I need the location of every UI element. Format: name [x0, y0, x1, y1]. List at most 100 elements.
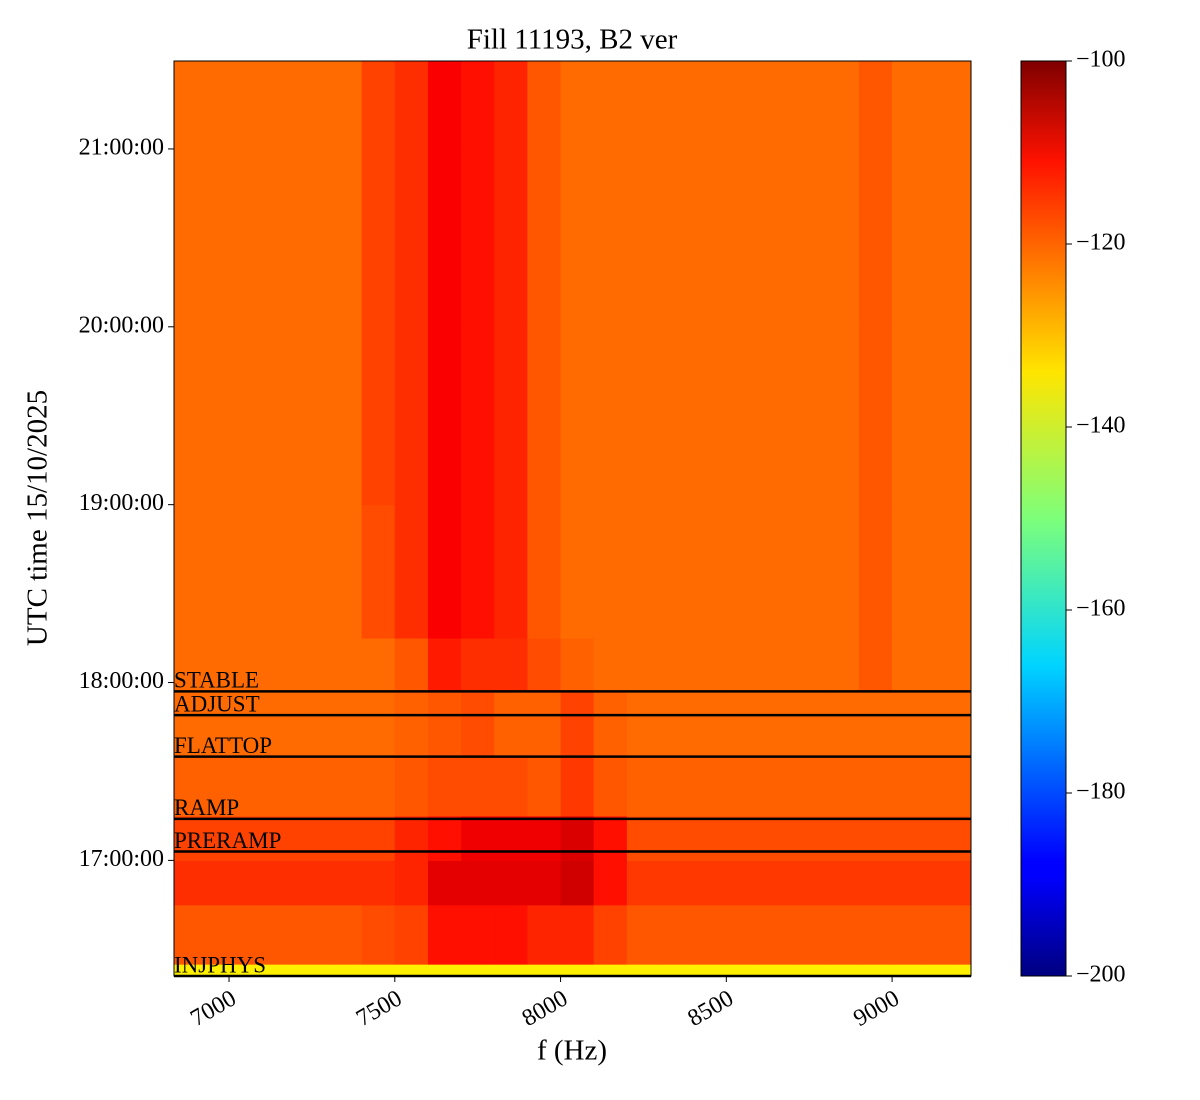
heatmap-cell [792, 815, 827, 861]
heatmap-cell [560, 904, 595, 965]
phase-label: PRERAMP [174, 828, 281, 853]
heatmap-cell [328, 691, 363, 758]
heatmap-cell [693, 964, 727, 976]
heatmap-cell [394, 756, 429, 817]
heatmap-cell [328, 504, 363, 639]
heatmap-cell [792, 860, 827, 906]
heatmap-cell [427, 756, 462, 817]
heatmap-cell [494, 815, 528, 861]
heatmap-cell [693, 148, 727, 328]
heatmap-cell [560, 326, 595, 506]
heatmap-cell [858, 148, 893, 328]
heatmap-cell [693, 756, 727, 817]
heatmap-cell [494, 326, 528, 506]
heatmap-cell [660, 326, 694, 506]
y-tick-label: 20:00:00 [79, 312, 164, 338]
heatmap-cell [427, 691, 462, 758]
heatmap-cell [361, 638, 396, 692]
heatmap-cell [328, 756, 363, 817]
heatmap-cell [262, 691, 296, 758]
heatmap-cell [792, 638, 827, 692]
heatmap-cell [427, 504, 462, 639]
heatmap-cell [693, 904, 727, 965]
heatmap-cell [759, 638, 794, 692]
heatmap-cell [229, 148, 263, 328]
heatmap-cell [527, 504, 562, 639]
heatmap-cell [461, 756, 495, 817]
heatmap-cell [958, 860, 971, 906]
heatmap-cell [858, 904, 893, 965]
heatmap-cell [593, 504, 628, 639]
heatmap-cell [394, 326, 429, 506]
heatmap-cell [593, 815, 628, 861]
heatmap-cell [229, 326, 263, 506]
heatmap-cell [361, 904, 396, 965]
heatmap-cell [295, 638, 329, 692]
heatmap-cell [892, 904, 926, 965]
heatmap-cell [759, 61, 794, 150]
heatmap-cell [759, 860, 794, 906]
heatmap-cell [858, 326, 893, 506]
heatmap-cell [295, 61, 329, 150]
heatmap-cell [726, 148, 760, 328]
heatmap-cell [892, 504, 926, 639]
heatmap-cell [626, 61, 661, 150]
heatmap-cell [858, 691, 893, 758]
heatmap-cell [262, 638, 296, 692]
heatmap-cell [174, 504, 230, 639]
heatmap-cell [394, 904, 429, 965]
heatmap-cell [892, 964, 926, 976]
heatmap-cell [527, 148, 562, 328]
heatmap-cell [626, 326, 661, 506]
heatmap-cell [759, 148, 794, 328]
colorbar-tick-label: −200 [1076, 962, 1126, 988]
heatmap-cell [361, 148, 396, 328]
heatmap-cell [925, 638, 959, 692]
heatmap-cell [792, 756, 827, 817]
heatmap-cell [825, 904, 860, 965]
heatmap-cell [174, 756, 230, 817]
heatmap-cell [792, 148, 827, 328]
heatmap-cell [925, 964, 959, 976]
heatmap-cell [262, 964, 296, 976]
heatmap-cell [626, 148, 661, 328]
heatmap-cell [626, 815, 661, 861]
heatmap-cell [527, 326, 562, 506]
heatmap-cell [262, 61, 296, 150]
heatmap-cell [925, 326, 959, 506]
heatmap-cell [726, 638, 760, 692]
y-tick-label: 19:00:00 [79, 490, 164, 516]
heatmap-cell [527, 860, 562, 906]
heatmap-cell [858, 504, 893, 639]
heatmap-cell [361, 691, 396, 758]
heatmap-cell [295, 860, 329, 906]
heatmap-cell [858, 860, 893, 906]
heatmap-cell [461, 61, 495, 150]
heatmap-cell [461, 504, 495, 639]
heatmap-cell [361, 326, 396, 506]
heatmap-cell [427, 326, 462, 506]
heatmap-cell [560, 815, 595, 861]
heatmap-cell [626, 860, 661, 906]
heatmap-cell [229, 691, 263, 758]
heatmap-cell [494, 860, 528, 906]
heatmap-cell [229, 638, 263, 692]
phase-label: FLATTOP [174, 733, 272, 758]
heatmap-cell [892, 815, 926, 861]
heatmap-cell [958, 815, 971, 861]
heatmap-cell [726, 815, 760, 861]
heatmap-cell [262, 815, 296, 861]
colorbar-tick-label: −100 [1076, 47, 1126, 73]
heatmap-cell [892, 756, 926, 817]
heatmap-cell [229, 904, 263, 965]
heatmap-cell [958, 691, 971, 758]
heatmap-cell [626, 504, 661, 639]
heatmap-cell [527, 964, 562, 976]
heatmap-cell [427, 964, 462, 976]
heatmap-cell [295, 904, 329, 965]
heatmap-cell [361, 504, 396, 639]
colorbar [1020, 60, 1067, 977]
heatmap-cell [174, 904, 230, 965]
heatmap-cell [925, 860, 959, 906]
